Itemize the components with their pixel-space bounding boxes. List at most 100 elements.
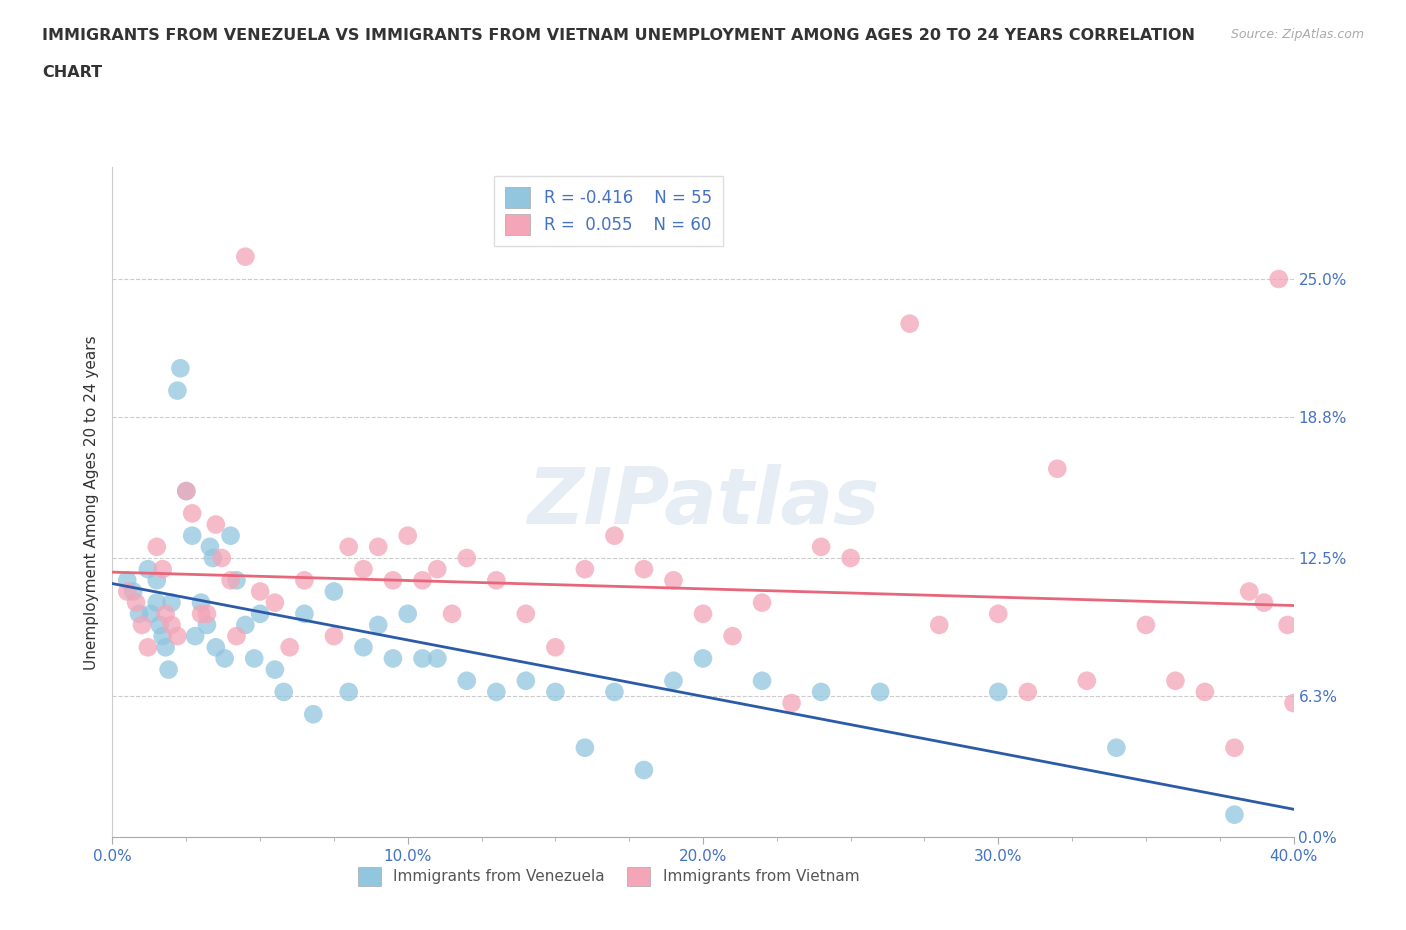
Point xyxy=(205,517,228,532)
Point xyxy=(160,618,183,632)
Point xyxy=(166,629,188,644)
Point xyxy=(633,562,655,577)
Point xyxy=(898,316,921,331)
Point xyxy=(205,640,228,655)
Point xyxy=(139,606,162,621)
Point xyxy=(1164,673,1187,688)
Point xyxy=(751,673,773,688)
Text: IMMIGRANTS FROM VENEZUELA VS IMMIGRANTS FROM VIETNAM UNEMPLOYMENT AMONG AGES 20 : IMMIGRANTS FROM VENEZUELA VS IMMIGRANTS … xyxy=(42,28,1195,43)
Point xyxy=(146,573,169,588)
Point xyxy=(367,539,389,554)
Point xyxy=(1046,461,1069,476)
Point xyxy=(382,651,405,666)
Point xyxy=(574,562,596,577)
Point xyxy=(692,606,714,621)
Point xyxy=(633,763,655,777)
Point xyxy=(426,562,449,577)
Point xyxy=(219,528,242,543)
Point xyxy=(352,562,374,577)
Point xyxy=(515,606,537,621)
Point xyxy=(721,629,744,644)
Point xyxy=(292,606,315,621)
Point xyxy=(278,640,301,655)
Point xyxy=(211,551,233,565)
Text: ZIPatlas: ZIPatlas xyxy=(527,464,879,540)
Point xyxy=(441,606,464,621)
Point xyxy=(264,595,287,610)
Point xyxy=(411,573,433,588)
Point xyxy=(839,551,862,565)
Point xyxy=(751,595,773,610)
Point xyxy=(302,707,325,722)
Point xyxy=(396,528,419,543)
Text: Source: ZipAtlas.com: Source: ZipAtlas.com xyxy=(1230,28,1364,41)
Point xyxy=(249,584,271,599)
Point xyxy=(485,684,508,699)
Point xyxy=(515,673,537,688)
Point xyxy=(243,651,266,666)
Point xyxy=(136,640,159,655)
Point xyxy=(146,595,169,610)
Point xyxy=(195,618,218,632)
Point xyxy=(1017,684,1039,699)
Text: CHART: CHART xyxy=(42,65,103,80)
Point xyxy=(662,573,685,588)
Legend: Immigrants from Venezuela, Immigrants from Vietnam: Immigrants from Venezuela, Immigrants fr… xyxy=(347,857,870,897)
Point xyxy=(1105,740,1128,755)
Point xyxy=(136,562,159,577)
Point xyxy=(214,651,236,666)
Point xyxy=(1223,807,1246,822)
Point xyxy=(603,528,626,543)
Point xyxy=(544,684,567,699)
Point xyxy=(225,629,247,644)
Point xyxy=(152,629,174,644)
Point xyxy=(411,651,433,666)
Point xyxy=(780,696,803,711)
Point xyxy=(198,539,221,554)
Point xyxy=(1253,595,1275,610)
Point xyxy=(1135,618,1157,632)
Point xyxy=(157,662,180,677)
Point xyxy=(190,595,212,610)
Point xyxy=(323,584,346,599)
Point xyxy=(928,618,950,632)
Point xyxy=(987,606,1010,621)
Point xyxy=(382,573,405,588)
Point xyxy=(352,640,374,655)
Point xyxy=(662,673,685,688)
Point xyxy=(367,618,389,632)
Point xyxy=(201,551,224,565)
Point xyxy=(323,629,346,644)
Point xyxy=(810,684,832,699)
Point xyxy=(396,606,419,621)
Point xyxy=(1223,740,1246,755)
Point xyxy=(219,573,242,588)
Point xyxy=(249,606,271,621)
Point xyxy=(233,618,256,632)
Point xyxy=(337,684,360,699)
Point xyxy=(869,684,891,699)
Point xyxy=(149,618,172,632)
Point xyxy=(987,684,1010,699)
Point xyxy=(810,539,832,554)
Point xyxy=(181,528,204,543)
Point xyxy=(264,662,287,677)
Point xyxy=(1194,684,1216,699)
Point xyxy=(184,629,207,644)
Point xyxy=(117,584,138,599)
Point xyxy=(1076,673,1098,688)
Point xyxy=(125,595,148,610)
Point xyxy=(169,361,191,376)
Point xyxy=(128,606,150,621)
Point xyxy=(233,249,256,264)
Point xyxy=(190,606,212,621)
Point xyxy=(155,640,177,655)
Point xyxy=(122,584,145,599)
Point xyxy=(174,484,197,498)
Point xyxy=(181,506,204,521)
Point xyxy=(1239,584,1261,599)
Point xyxy=(485,573,508,588)
Point xyxy=(692,651,714,666)
Point xyxy=(225,573,247,588)
Point xyxy=(1277,618,1299,632)
